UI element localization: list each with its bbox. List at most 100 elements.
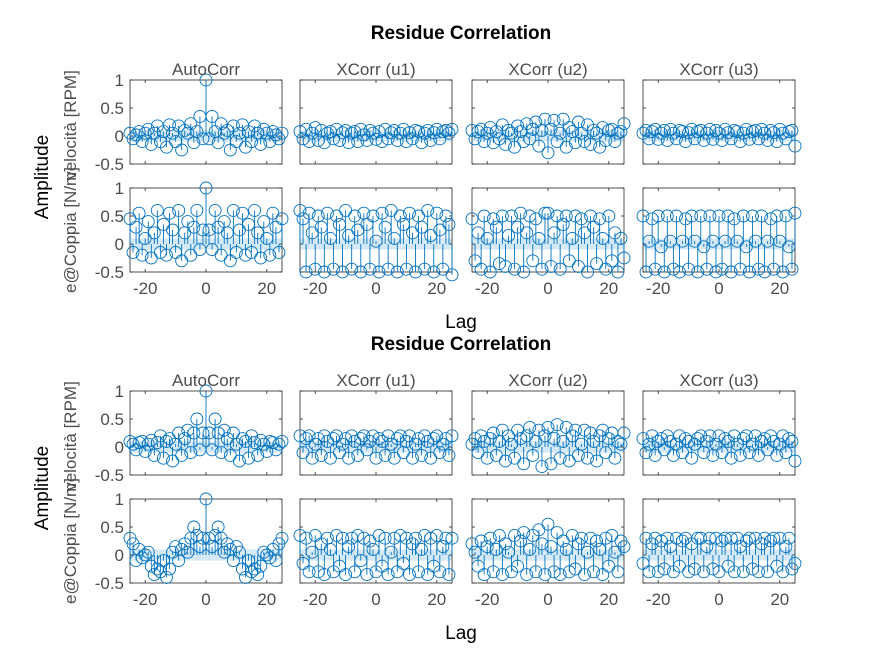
stem-marker <box>160 570 173 584</box>
stem-panel <box>636 498 802 584</box>
row-label-top: velocità [RPM] <box>61 70 80 180</box>
stem-marker <box>430 206 444 220</box>
stem-marker <box>617 117 631 131</box>
stem-marker <box>126 245 140 259</box>
y-tick-label: 0.5 <box>100 99 124 118</box>
stem-marker <box>314 123 328 137</box>
stem-marker <box>381 132 395 146</box>
stem-marker <box>308 528 322 542</box>
stem-marker <box>205 109 219 123</box>
stem-marker <box>782 240 796 254</box>
x-tick-label: 20 <box>599 279 618 298</box>
stem-marker <box>302 565 316 579</box>
y-tick-label: 0.5 <box>100 518 124 537</box>
stem-marker <box>785 434 799 448</box>
stem-marker <box>495 209 509 223</box>
stem-marker <box>559 209 573 223</box>
stem-marker <box>587 565 601 579</box>
stem-marker <box>275 212 289 226</box>
stem-marker <box>387 123 401 137</box>
x-tick-label: 0 <box>714 279 723 298</box>
stem-marker <box>254 137 268 151</box>
stem-marker <box>381 568 395 582</box>
stem-panel <box>123 492 289 584</box>
stem-marker <box>584 531 598 545</box>
stem-marker <box>700 262 714 276</box>
stem-marker <box>541 517 555 531</box>
stem-marker <box>236 206 249 220</box>
stem-marker <box>614 125 628 138</box>
stem-marker <box>245 429 259 443</box>
stem-marker <box>544 122 558 136</box>
stem-marker <box>715 534 729 548</box>
stem-marker <box>217 423 231 437</box>
stem-marker <box>390 134 404 147</box>
stem-marker <box>639 265 653 279</box>
stem-marker <box>251 448 265 462</box>
stem-marker <box>415 542 429 556</box>
stem-panel <box>123 73 289 165</box>
stem-marker <box>372 528 386 542</box>
stem-marker <box>263 248 277 262</box>
stem-marker <box>639 446 653 460</box>
stem-marker <box>412 565 426 579</box>
x-tick-label: -20 <box>133 279 158 298</box>
stem-marker <box>302 206 316 220</box>
stem-marker <box>648 262 662 276</box>
stem-marker <box>141 215 155 229</box>
stem-marker <box>523 132 537 146</box>
stem-marker <box>712 209 726 223</box>
stem-marker <box>596 423 610 437</box>
stem-marker <box>642 565 656 579</box>
stem-marker <box>223 143 237 157</box>
stem-marker <box>578 568 591 582</box>
stem-marker <box>565 231 579 245</box>
stem-marker <box>691 432 705 446</box>
stem-marker <box>776 265 790 279</box>
y-tick-label: 1 <box>115 71 124 90</box>
stem-marker <box>269 554 283 568</box>
stem-marker <box>308 121 322 135</box>
stem-marker <box>568 423 582 437</box>
stem-marker <box>593 212 607 226</box>
stem-marker <box>305 451 319 465</box>
stem-marker <box>214 446 228 460</box>
stem-marker <box>399 135 413 149</box>
stem-marker <box>553 451 567 465</box>
stem-marker <box>556 112 570 126</box>
stem-marker <box>547 226 561 240</box>
stem-marker <box>317 568 331 582</box>
stem-marker <box>703 429 717 443</box>
stem-marker <box>129 220 143 234</box>
stem-marker <box>657 265 671 279</box>
y-tick-label: -0.5 <box>95 574 124 593</box>
stem-marker <box>330 528 343 542</box>
stem-marker <box>562 565 576 579</box>
stem-panel <box>465 390 631 476</box>
stem-marker <box>663 122 677 136</box>
stem-marker <box>254 559 268 573</box>
stem-marker <box>229 245 243 259</box>
stem-marker <box>556 217 570 231</box>
column-title: XCorr (u3) <box>679 60 758 79</box>
stem-marker <box>788 206 802 220</box>
stem-panel <box>465 79 631 165</box>
stem-marker <box>742 132 756 146</box>
stem-marker <box>483 265 497 279</box>
stem-marker <box>511 559 525 573</box>
stem-marker <box>372 432 386 446</box>
stem-marker <box>129 443 143 457</box>
stem-marker <box>514 206 528 220</box>
stem-marker <box>421 568 435 582</box>
y-tick-label: 1 <box>115 382 124 401</box>
stem-marker <box>541 146 555 160</box>
stem-marker <box>520 568 534 582</box>
stem-marker <box>430 429 444 443</box>
y-tick-label: -0.5 <box>95 466 124 485</box>
stem-marker <box>676 125 689 138</box>
stem-marker <box>718 122 732 136</box>
stem-marker <box>651 132 665 146</box>
stem-marker <box>135 135 149 149</box>
stem-marker <box>724 265 738 279</box>
